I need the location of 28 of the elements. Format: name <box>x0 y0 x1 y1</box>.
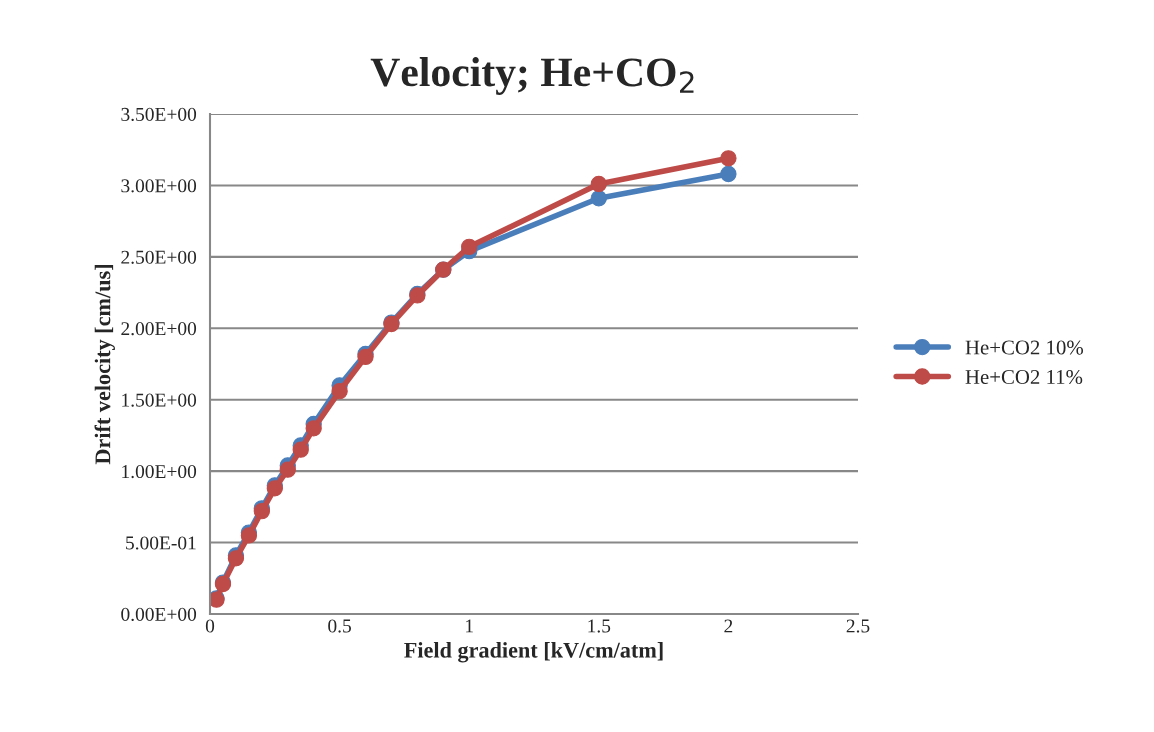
x-tick-label: 2 <box>724 619 733 633</box>
point <box>461 238 478 256</box>
y-tick-label: 5.00E-01 <box>126 536 196 550</box>
y-tick-label: 3.00E+00 <box>121 179 197 193</box>
point <box>305 420 322 437</box>
y-tick-label: 3.50E+00 <box>121 107 197 122</box>
y-axis-title: Drift velocity [cm/us] <box>94 265 115 465</box>
y-tick-label: 2.00E+00 <box>121 322 197 336</box>
point <box>590 190 607 207</box>
x-axis-title: Field gradient [kV/cm/atm] <box>404 642 663 663</box>
x-tick-label: 2.5 <box>846 619 870 633</box>
point <box>720 150 737 167</box>
legend-label: He+CO2 10% <box>965 340 1084 355</box>
point <box>279 461 296 478</box>
point <box>292 441 309 458</box>
y-tick-label: 1.50E+00 <box>122 393 197 407</box>
y-tick-label: 0.00E+00 <box>121 607 197 622</box>
chart-title: Velocity; He+CO$_{2}$ <box>370 57 694 95</box>
x-tick-label: 0.5 <box>328 619 351 633</box>
x-tick-label: 1 <box>466 619 473 633</box>
y-tick-label: 2.50E+00 <box>121 250 197 264</box>
legend-label: He+CO2 11% <box>965 369 1083 385</box>
point <box>720 165 737 183</box>
y-tick-label: 1.00E+00 <box>122 464 197 479</box>
point <box>590 175 607 193</box>
x-tick-label: 0 <box>205 619 215 633</box>
point <box>331 382 348 400</box>
x-tick-label: 1.5 <box>588 619 611 633</box>
